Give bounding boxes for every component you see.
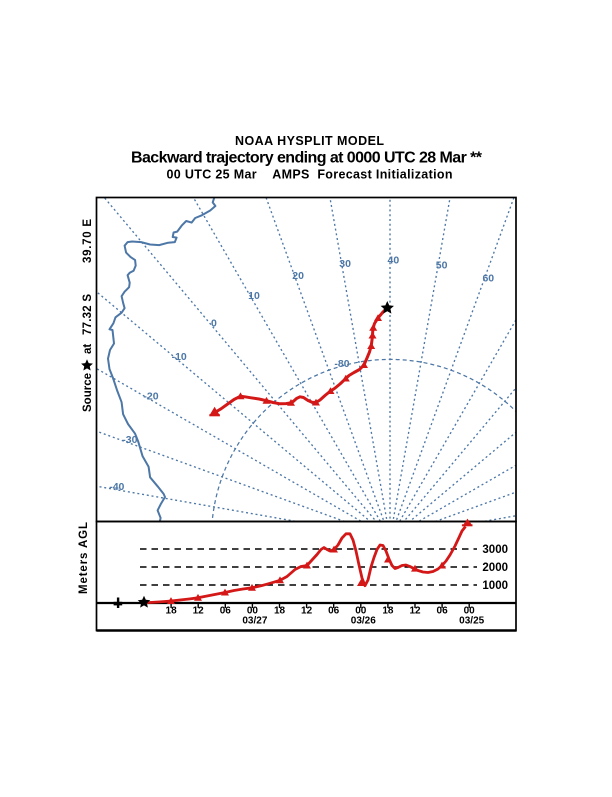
svg-text:1000: 1000 <box>482 580 508 592</box>
svg-text:60: 60 <box>482 272 494 284</box>
svg-text:00 UTC 25 Mar AMPS Forecas: 00 UTC 25 Mar AMPS Forecast Initializati… <box>167 168 453 182</box>
svg-text:06: 06 <box>437 606 449 617</box>
svg-text:03/27: 03/27 <box>242 616 267 627</box>
svg-text:0: 0 <box>211 317 217 329</box>
svg-text:03/25: 03/25 <box>459 616 484 627</box>
svg-text:2000: 2000 <box>482 562 508 574</box>
svg-text:-10: -10 <box>172 351 187 363</box>
svg-text:12: 12 <box>301 606 313 617</box>
svg-text:3000: 3000 <box>482 544 508 556</box>
svg-text:18: 18 <box>382 606 394 617</box>
svg-text:06: 06 <box>220 606 232 617</box>
svg-text:Meters AGL: Meters AGL <box>78 522 90 594</box>
svg-text:-20: -20 <box>143 391 158 403</box>
svg-text:20: 20 <box>292 270 304 282</box>
svg-text:40: 40 <box>388 255 400 267</box>
svg-text:12: 12 <box>409 606 421 617</box>
svg-text:12: 12 <box>193 606 205 617</box>
svg-text:06: 06 <box>328 606 340 617</box>
svg-text:-40: -40 <box>109 481 124 493</box>
svg-text:18: 18 <box>166 606 178 617</box>
svg-text:Backward trajectory ending at: Backward trajectory ending at 0000 UTC 2… <box>131 150 483 167</box>
svg-text:50: 50 <box>436 259 448 271</box>
svg-text:-30: -30 <box>122 434 137 446</box>
svg-text:03/26: 03/26 <box>351 616 376 627</box>
svg-text:10: 10 <box>248 290 260 302</box>
svg-text:39.70 E: 39.70 E <box>82 219 94 263</box>
svg-text:NOAA HYSPLIT MODEL: NOAA HYSPLIT MODEL <box>235 134 384 148</box>
svg-text:-80: -80 <box>334 358 349 370</box>
svg-text:77.32 S: 77.32 S <box>82 294 94 335</box>
svg-text:at: at <box>82 344 94 354</box>
svg-text:Source: Source <box>82 373 94 412</box>
svg-text:30: 30 <box>339 258 351 270</box>
svg-text:18: 18 <box>274 606 286 617</box>
